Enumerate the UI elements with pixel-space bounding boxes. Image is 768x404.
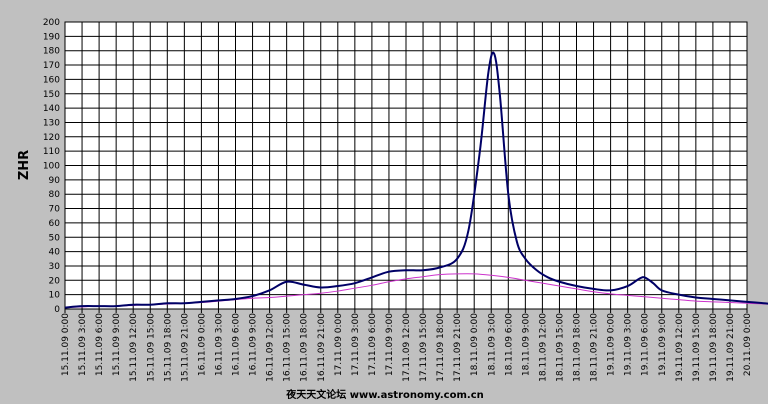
x-tick-label: 15.11.09 18:00 [163, 313, 173, 382]
x-tick-label: 16.11.09 3:00 [214, 313, 224, 376]
y-tick-label: 110 [43, 147, 60, 157]
x-tick-label: 17.11.09 18:00 [436, 313, 446, 382]
y-tick-label: 70 [49, 205, 61, 215]
x-tick-label: 18.11.09 3:00 [487, 313, 497, 376]
y-tick-label: 150 [43, 90, 60, 100]
y-axis-label: ZHR [17, 150, 32, 180]
watermark: 夜天天文论坛 www.astronomy.com.cn [285, 388, 484, 401]
x-tick-label: 19.11.09 21:00 [726, 313, 736, 382]
x-tick-label: 18.11.09 6:00 [504, 313, 514, 376]
x-tick-label: 16.11.09 0:00 [197, 313, 207, 376]
x-tick-label: 15.11.09 15:00 [146, 313, 156, 382]
x-tick-label: 15.11.09 0:00 [61, 313, 71, 376]
grid [64, 22, 748, 313]
y-tick-label: 190 [43, 32, 60, 42]
x-tick-label: 19.11.09 6:00 [641, 313, 651, 376]
x-tick-label: 19.11.09 15:00 [692, 313, 702, 382]
series-lines [64, 51, 768, 309]
x-tick-label: 19.11.09 18:00 [709, 313, 719, 382]
x-tick-label: 18.11.09 21:00 [590, 313, 600, 382]
x-tick-label: 15.11.09 3:00 [78, 313, 88, 376]
x-tick-label: 16.11.09 9:00 [249, 313, 259, 376]
x-tick-label: 16.11.09 18:00 [300, 313, 310, 382]
y-tick-label: 140 [43, 104, 60, 114]
x-tick-label: 19.11.09 12:00 [675, 313, 685, 382]
x-tick-label: 19.11.09 3:00 [624, 313, 634, 376]
x-tick-label: 15.11.09 6:00 [95, 313, 105, 376]
y-tick-label: 0 [54, 305, 60, 315]
x-tick-label: 15.11.09 9:00 [112, 313, 122, 376]
y-tick-label: 180 [43, 47, 60, 57]
y-tick-label: 130 [43, 118, 60, 128]
y-tick-label: 200 [43, 18, 60, 28]
x-tick-label: 19.11.09 9:00 [658, 313, 668, 376]
x-tick-label: 17.11.09 21:00 [453, 313, 463, 382]
x-tick-label: 17.11.09 12:00 [402, 313, 412, 382]
x-tick-label: 16.11.09 21:00 [317, 313, 327, 382]
y-tick-labels: 0 10 20 30 40 50 60 70 80 90 100 110 120 130 140 150 160… [43, 18, 60, 315]
y-tick-label: 100 [43, 162, 60, 172]
x-tick-label: 16.11.09 15:00 [283, 313, 293, 382]
y-tick-label: 160 [43, 75, 60, 85]
series-line-1 [64, 51, 768, 309]
y-tick-label: 20 [49, 276, 61, 286]
x-tick-label: 17.11.09 9:00 [385, 313, 395, 376]
x-tick-label: 17.11.09 3:00 [351, 313, 361, 376]
y-tick-label: 170 [43, 61, 60, 71]
x-tick-label: 18.11.09 0:00 [470, 313, 480, 376]
x-tick-label: 20.11.09 0:00 [743, 313, 753, 376]
y-tick-label: 60 [49, 219, 61, 229]
x-tick-label: 17.11.09 15:00 [419, 313, 429, 382]
x-tick-label: 19.11.09 0:00 [607, 313, 617, 376]
x-tick-labels: 15.11.09 0:00 15.11.09 3:00 15.11.09 6:00 1… [61, 313, 753, 382]
x-tick-label: 15.11.09 12:00 [129, 313, 139, 382]
x-tick-label: 17.11.09 0:00 [334, 313, 344, 376]
x-tick-label: 18.11.09 9:00 [521, 313, 531, 376]
x-tick-label: 18.11.09 15:00 [555, 313, 565, 382]
y-tick-label: 10 [49, 291, 61, 301]
y-tick-label: 50 [49, 233, 61, 243]
x-tick-label: 16.11.09 6:00 [232, 313, 242, 376]
x-tick-label: 18.11.09 12:00 [538, 313, 548, 382]
y-tick-label: 120 [43, 133, 60, 143]
y-tick-label: 80 [49, 190, 61, 200]
x-tick-label: 17.11.09 6:00 [368, 313, 378, 376]
x-tick-label: 18.11.09 18:00 [573, 313, 583, 382]
x-tick-label: 16.11.09 12:00 [266, 313, 276, 382]
y-tick-label: 90 [49, 176, 61, 186]
y-tick-label: 40 [49, 248, 61, 258]
y-tick-label: 30 [49, 262, 61, 272]
x-tick-label: 15.11.09 21:00 [180, 313, 190, 382]
